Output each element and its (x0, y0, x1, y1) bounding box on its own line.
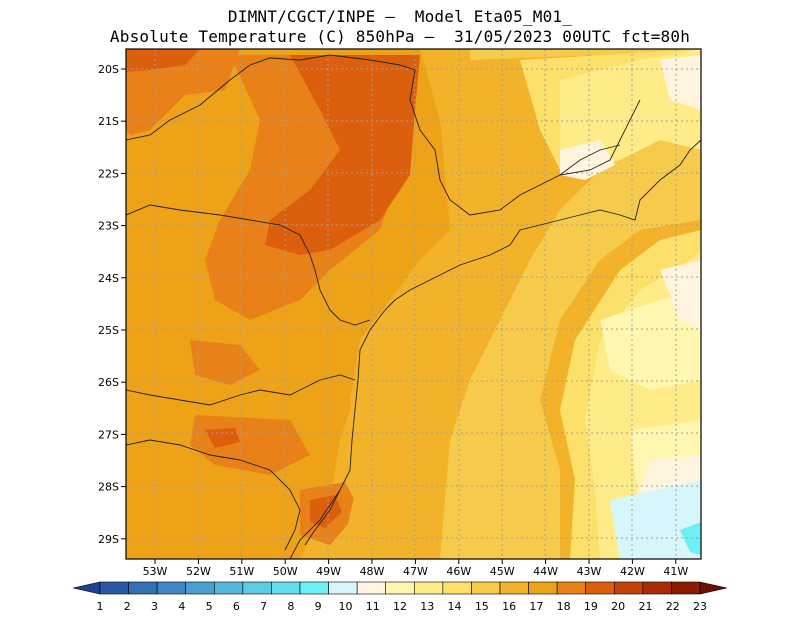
chart-title: DIMNT/CGCT/INPE – Model Eta05_M01_ (227, 7, 573, 26)
colorbar-segment (328, 581, 358, 595)
lon-label: 49W (316, 565, 341, 578)
colorbar-label: 11 (366, 600, 380, 613)
colorbar-segment (299, 581, 329, 595)
colorbar-segment (356, 581, 387, 595)
lat-label: 22S (98, 167, 119, 180)
colorbar-label: 8 (287, 600, 294, 613)
colorbar-label: 20 (611, 600, 625, 613)
colorbar-segment (242, 581, 272, 595)
colorbar-label: 15 (475, 600, 489, 613)
colorbar-segment (185, 581, 215, 595)
lon-label: 47W (403, 565, 428, 578)
lon-label: 51W (229, 565, 254, 578)
plot-frame (125, 48, 702, 560)
lon-label: 50W (273, 565, 298, 578)
chart-subtitle: Absolute Temperature (C) 850hPa – 31/05/… (109, 27, 691, 46)
colorbar-segment (99, 581, 129, 595)
coastline-and-borders (126, 54, 701, 559)
colorbar-label: 10 (338, 600, 352, 613)
colorbar-segment (613, 581, 644, 595)
colorbar-label: 4 (178, 600, 185, 613)
colorbar-segment (271, 581, 301, 595)
colorbar-segment (499, 581, 529, 595)
lat-label: 21S (98, 115, 119, 128)
lat-label: 26S (98, 376, 119, 389)
lon-label: 48W (360, 565, 385, 578)
colorbar-label: 14 (448, 600, 462, 613)
lon-label: 44W (533, 565, 558, 578)
colorbar-label: 23 (693, 600, 707, 613)
colorbar-segment (442, 581, 472, 595)
lat-label: 29S (98, 533, 119, 546)
colorbar-segment (642, 581, 672, 595)
lon-label: 52W (186, 565, 211, 578)
colorbar-label: 1 (97, 600, 104, 613)
lat-label: 28S (98, 481, 119, 494)
lat-label: 24S (98, 272, 119, 285)
colorbar-label: 5 (206, 600, 213, 613)
latitude-labels: 20S 21S 22S 23S 24S 25S 26S 27S 28S 29S (98, 63, 126, 546)
colorbar: 1 2 3 4 5 6 7 8 9 10 11 12 13 14 15 16 17 18 19 20 21 22 23 (72, 581, 728, 613)
colorbar-segment (72, 581, 101, 595)
lat-label: 27S (98, 428, 119, 441)
lat-label: 23S (98, 220, 119, 233)
colorbar-label: 22 (666, 600, 680, 613)
colorbar-label: 6 (233, 600, 240, 613)
colorbar-label: 7 (260, 600, 267, 613)
colorbar-segment (413, 581, 444, 595)
colorbar-segment (585, 581, 615, 595)
colorbar-label: 12 (393, 600, 407, 613)
colorbar-segment (156, 581, 187, 595)
colorbar-segment (213, 581, 244, 595)
lon-label: 43W (577, 565, 602, 578)
colorbar-segment (699, 581, 728, 595)
lon-label: 46W (446, 565, 471, 578)
colorbar-label: 2 (124, 600, 131, 613)
colorbar-segment (471, 581, 501, 595)
colorbar-label: 3 (151, 600, 158, 613)
lon-label: 53W (143, 565, 168, 578)
colorbar-label: 21 (638, 600, 652, 613)
colorbar-segment (671, 581, 701, 595)
colorbar-segment (528, 581, 558, 595)
colorbar-segment (385, 581, 415, 595)
lat-label: 20S (98, 63, 119, 76)
longitude-labels: 53W 52W 51W 50W 49W 48W 47W 46W 45W 44W 43W 42W 41W (143, 559, 688, 578)
lon-label: 42W (620, 565, 645, 578)
colorbar-label: 9 (315, 600, 322, 613)
colorbar-label: 13 (420, 600, 434, 613)
lon-label: 45W (490, 565, 515, 578)
colorbar-label: 16 (502, 600, 516, 613)
grid-lines (126, 49, 701, 559)
colorbar-segment (556, 581, 587, 595)
lat-label: 25S (98, 324, 119, 337)
colorbar-label: 19 (584, 600, 598, 613)
colorbar-segment (128, 581, 158, 595)
colorbar-label: 17 (529, 600, 543, 613)
temperature-field (126, 49, 701, 559)
colorbar-label: 18 (557, 600, 571, 613)
lon-label: 41W (663, 565, 688, 578)
